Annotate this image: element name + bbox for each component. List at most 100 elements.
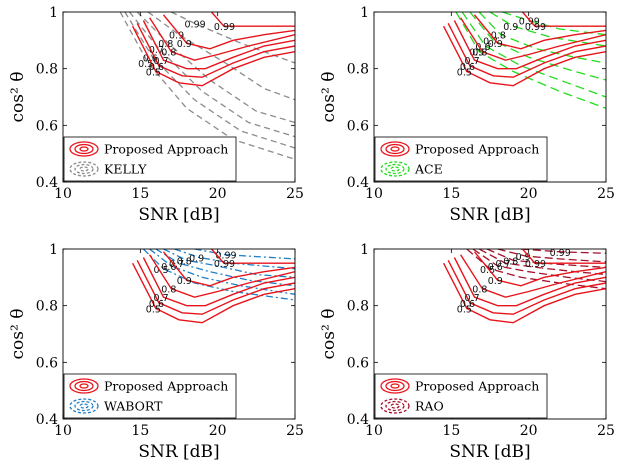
proposed-contour-0.5 <box>442 262 606 324</box>
proposed-contour-label: 0.6 <box>149 299 164 310</box>
y-tick-label: 1 <box>360 5 369 21</box>
comparison-contour-0.8 <box>478 12 606 64</box>
x-tick-label: 25 <box>286 423 304 439</box>
legend-entry-comparison: RAO <box>415 399 444 414</box>
axes-frame <box>62 248 296 420</box>
x-tick-label: 15 <box>442 186 460 202</box>
y-tick-label: 0.4 <box>36 175 58 191</box>
proposed-contour-label: 0.9 <box>488 276 503 287</box>
proposed-contour-label: 0.99 <box>214 22 235 33</box>
comparison-contour-0.99 <box>194 249 295 260</box>
comparison-contour-label: 0.99 <box>550 248 571 259</box>
chart-panel-top-right: 0.50.60.70.80.90.990.50.60.70.80.90.9910… <box>319 5 615 225</box>
proposed-contour-label: 0.5 <box>146 68 161 79</box>
x-axis-label: SNR [dB] <box>449 442 530 462</box>
proposed-contour-label: 0.7 <box>465 293 480 304</box>
legend-entry-comparison: ACE <box>414 162 443 177</box>
proposed-contour-label: 0.9 <box>177 39 192 50</box>
y-tick-label: 0.4 <box>347 175 369 191</box>
x-tick-label: 10 <box>54 423 72 439</box>
comparison-contour-label: 0.7 <box>169 259 184 270</box>
comparison-contour-0.99 <box>502 12 606 36</box>
legend-swatch-proposed <box>69 141 99 157</box>
contour-lines: 0.50.60.70.80.90.990.50.60.70.80.90.99 <box>119 12 295 160</box>
comparison-contour-label: 0.8 <box>503 256 518 267</box>
comparison-contour-label: 0.5 <box>469 48 484 59</box>
proposed-contour-0.8 <box>460 17 606 61</box>
legend-swatch-proposed <box>380 141 410 157</box>
x-tick-label: 25 <box>286 186 304 202</box>
comparison-contour-label: 0.5 <box>154 265 169 276</box>
comparison-contour-0.7 <box>128 12 295 138</box>
y-tick-label: 0.6 <box>36 118 58 134</box>
proposed-contour-0.6 <box>447 22 606 78</box>
legend-swatch-comparison <box>380 398 410 414</box>
proposed-contour-label: 0.7 <box>465 56 480 67</box>
proposed-contour-label: 0.5 <box>457 305 472 316</box>
legend-swatch-proposed <box>380 378 410 394</box>
proposed-contour-0.7 <box>142 20 295 70</box>
legend-swatch-comparison <box>69 161 99 177</box>
contour-lines: 0.50.60.70.80.90.990.50.60.70.80.90.99 <box>442 12 606 109</box>
comparison-contour-0.5 <box>142 249 295 301</box>
proposed-contour-label: 0.8 <box>472 48 487 59</box>
comparison-contour-0.5 <box>119 12 295 160</box>
comparison-contour-label: 0.7 <box>149 45 164 56</box>
x-tick-label: 25 <box>597 186 615 202</box>
comparison-contour-label: 0.9 <box>189 254 204 265</box>
axes-frame <box>373 248 607 420</box>
legend-box <box>374 373 548 419</box>
comparison-contour-0.99 <box>520 249 606 254</box>
proposed-contour-label: 0.9 <box>488 39 503 50</box>
x-tick-label: 10 <box>365 423 383 439</box>
y-tick-label: 0.8 <box>36 62 58 78</box>
x-tick-label: 10 <box>365 186 383 202</box>
proposed-contour-0.6 <box>136 22 295 78</box>
proposed-contour-0.8 <box>149 17 295 61</box>
proposed-contour-0.8 <box>460 254 606 298</box>
y-tick-label: 0.8 <box>347 299 369 315</box>
proposed-contour-0.99 <box>210 12 295 27</box>
comparison-contour-label: 0.9 <box>169 31 184 42</box>
comparison-contour-0.8 <box>486 249 606 269</box>
comparison-contour-label: 0.99 <box>215 251 236 262</box>
legend: Proposed Approach RAO <box>374 373 548 419</box>
proposed-contour-0.9 <box>162 14 295 50</box>
comparison-contour-0.9 <box>147 12 295 101</box>
comparison-contour-0.6 <box>472 249 606 283</box>
proposed-contour-label: 0.8 <box>161 48 176 59</box>
x-tick-label: 20 <box>520 186 538 202</box>
proposed-contour-label: 0.6 <box>460 299 475 310</box>
comparison-contour-label: 0.99 <box>185 19 206 30</box>
proposed-contour-0.99 <box>521 12 606 27</box>
chart-panel-bottom-right: 0.50.60.70.80.9 0.990.50.60.70.80.90.9910… <box>319 242 615 462</box>
comparison-contour-0.7 <box>155 249 295 287</box>
y-axis-label: cos² θ <box>8 309 28 360</box>
proposed-contour-0.9 <box>162 251 295 287</box>
axes-frame <box>62 11 296 183</box>
proposed-contour-0.7 <box>142 257 295 307</box>
proposed-contour-0.99 <box>210 249 295 264</box>
legend-entry-comparison: KELLY <box>104 162 147 177</box>
comparison-contour-label: 0.99 <box>519 17 540 28</box>
comparison-contour-0.6 <box>149 249 295 295</box>
comparison-contour-label: 0.5 <box>480 265 495 276</box>
y-tick-label: 0.6 <box>36 355 58 371</box>
proposed-contour-0.6 <box>447 259 606 315</box>
proposed-contour-0.7 <box>453 20 606 70</box>
comparison-contour-0.99 <box>171 12 295 64</box>
proposed-contour-label: 0.8 <box>161 285 176 296</box>
proposed-contour-label: 0.5 <box>457 68 472 79</box>
comparison-contour-label: 0.6 <box>143 53 158 64</box>
comparison-contour-0.5 <box>466 249 606 290</box>
proposed-contour-label: 0.99 <box>525 22 546 33</box>
y-tick-label: 0.6 <box>347 118 369 134</box>
proposed-contour-label: 0.5 <box>146 305 161 316</box>
x-tick-label: 20 <box>520 423 538 439</box>
x-tick-label: 10 <box>54 186 72 202</box>
legend-entry-proposed: Proposed Approach <box>415 379 539 394</box>
y-axis-label: cos² θ <box>319 72 339 123</box>
comparison-contour-0.9 <box>489 12 606 47</box>
proposed-contour-0.9 <box>473 251 606 287</box>
